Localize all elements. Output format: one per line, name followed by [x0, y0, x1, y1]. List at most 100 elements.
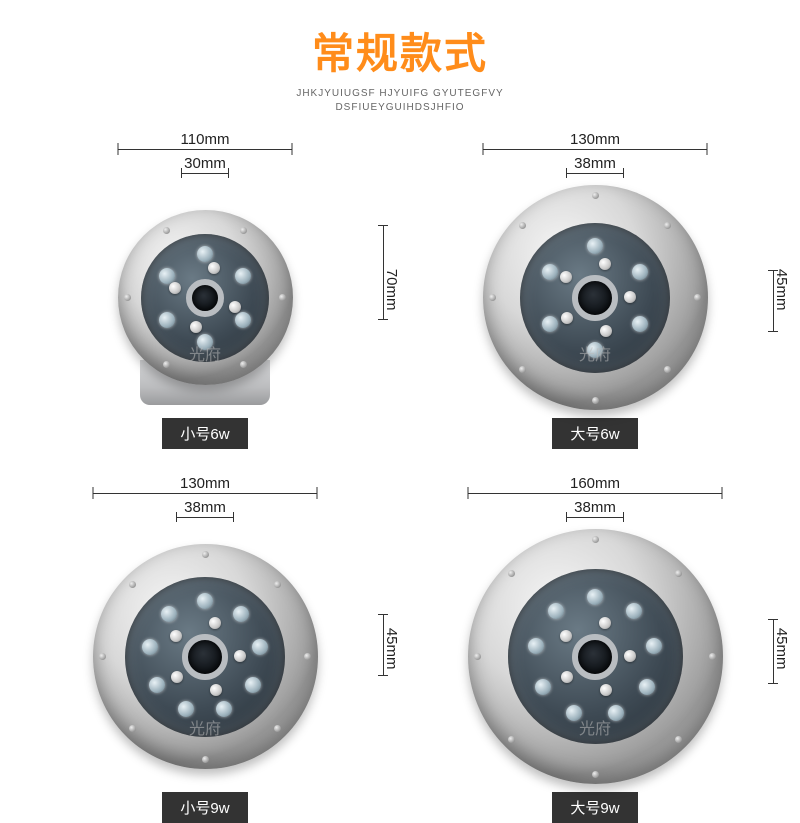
inner-bolt: [210, 684, 222, 696]
subtitle-line-2: DSFIUEYGUIHDSJHFIO: [0, 101, 800, 115]
height-dimension-label: 45mm: [383, 627, 400, 669]
height-dimension-label: 45mm: [773, 627, 790, 669]
led-light: [587, 589, 603, 605]
inner-bolt: [169, 282, 181, 294]
glass-face: [125, 577, 285, 737]
outer-dimension-line: [118, 149, 293, 150]
rim-screw: [592, 536, 599, 543]
product-badge: 大号9w: [552, 792, 637, 823]
watermark-text: 光府: [579, 341, 611, 365]
rim-screw: [129, 725, 136, 732]
rim-screw: [519, 222, 526, 229]
led-light: [542, 316, 558, 332]
inner-bolt: [561, 312, 573, 324]
led-light: [587, 238, 603, 254]
inner-bolt: [190, 321, 202, 333]
led-light: [542, 264, 558, 280]
outer-dimension-line: [93, 493, 318, 494]
page-title: 常规款式: [0, 20, 800, 81]
led-light: [233, 606, 249, 622]
outer-dimension-label: 130mm: [570, 131, 620, 148]
rim-screw: [279, 294, 286, 301]
center-hole: [182, 634, 228, 680]
outer-dimension-label: 160mm: [570, 475, 620, 492]
product-grid: 110mm30mm70mm光府小号6w130mm38mm45mm光府大号6w13…: [0, 115, 800, 795]
center-hole: [572, 634, 618, 680]
led-light: [159, 268, 175, 284]
rim-screw: [240, 227, 247, 234]
led-light: [142, 639, 158, 655]
led-light: [626, 603, 642, 619]
header: 常规款式 JHKJYUIUGSF HJYUIFG GYUTEGFVY DSFIU…: [0, 0, 800, 115]
rim-screw: [163, 227, 170, 234]
watermark-text: 光府: [189, 341, 221, 365]
inner-dimension-label: 38mm: [184, 499, 226, 516]
rim-screw: [99, 653, 106, 660]
inner-bolt: [599, 617, 611, 629]
led-light: [197, 246, 213, 262]
rim-screw: [675, 736, 682, 743]
inner-bolt: [624, 650, 636, 662]
led-light: [161, 606, 177, 622]
outer-rim: [468, 529, 723, 784]
product-badge: 小号9w: [162, 792, 247, 823]
rim-screw: [508, 570, 515, 577]
led-light: [149, 677, 165, 693]
led-light: [235, 312, 251, 328]
led-light: [646, 638, 662, 654]
inner-bolt: [170, 630, 182, 642]
outer-dimension-label: 130mm: [180, 475, 230, 492]
inner-bolt: [561, 671, 573, 683]
inner-bolt: [560, 271, 572, 283]
rim-screw: [163, 361, 170, 368]
led-light: [235, 268, 251, 284]
outer-dimension-line: [468, 493, 723, 494]
height-dimension-label: 70mm: [383, 268, 400, 310]
rim-screw: [489, 294, 496, 301]
inner-dimension-label: 38mm: [574, 155, 616, 172]
inner-dimension-line: [566, 517, 624, 518]
product-cell-small-6w: 110mm30mm70mm光府小号6w: [30, 135, 380, 449]
inner-dimension-label: 38mm: [574, 499, 616, 516]
rim-screw: [474, 653, 481, 660]
inner-bolt: [600, 325, 612, 337]
height-dimension-label: 45mm: [773, 268, 790, 310]
led-light: [548, 603, 564, 619]
inner-bolt: [624, 291, 636, 303]
product-illustration: [483, 185, 708, 410]
rim-screw: [592, 771, 599, 778]
center-hole: [186, 279, 224, 317]
led-light: [528, 638, 544, 654]
rim-screw: [129, 581, 136, 588]
led-light: [252, 639, 268, 655]
inner-bolt: [600, 684, 612, 696]
rim-screw: [664, 366, 671, 373]
rim-screw: [240, 361, 247, 368]
rim-screw: [124, 294, 131, 301]
inner-bolt: [234, 650, 246, 662]
inner-bolt: [229, 301, 241, 313]
watermark-text: 光府: [579, 715, 611, 739]
product-cell-small-9w: 130mm38mm45mm光府小号9w: [30, 479, 380, 823]
watermark-text: 光府: [189, 715, 221, 739]
rim-screw: [274, 581, 281, 588]
page-subtitle: JHKJYUIUGSF HJYUIFG GYUTEGFVY DSFIUEYGUI…: [0, 87, 800, 115]
inner-dimension-line: [181, 173, 229, 174]
product-cell-large-6w: 130mm38mm45mm光府大号6w: [420, 135, 770, 449]
rim-screw: [519, 366, 526, 373]
led-light: [632, 316, 648, 332]
product-illustration: [468, 529, 723, 784]
outer-dimension-label: 110mm: [181, 131, 230, 148]
led-light: [535, 679, 551, 695]
inner-bolt: [209, 617, 221, 629]
subtitle-line-1: JHKJYUIUGSF HJYUIFG GYUTEGFVY: [0, 87, 800, 101]
rim-screw: [664, 222, 671, 229]
product-area: 130mm38mm45mm光府: [420, 135, 770, 410]
rim-screw: [592, 192, 599, 199]
led-light: [197, 593, 213, 609]
product-area: 160mm38mm45mm光府: [420, 479, 770, 784]
product-badge: 大号6w: [552, 418, 637, 449]
inner-dimension-label: 30mm: [184, 155, 226, 172]
inner-dimension-line: [566, 173, 624, 174]
inner-bolt: [171, 671, 183, 683]
